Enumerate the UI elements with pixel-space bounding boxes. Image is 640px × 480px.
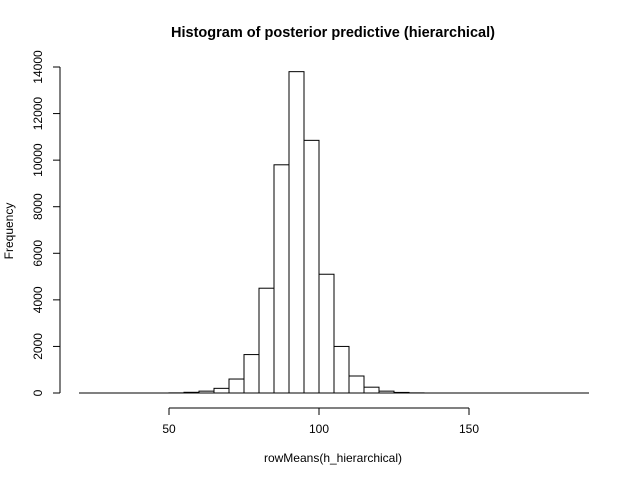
histogram-bar [228, 378, 245, 394]
x-tick-label: 150 [459, 422, 479, 436]
y-tick-label: 12000 [31, 97, 45, 131]
histogram-bar [198, 390, 215, 394]
y-tick-label: 4000 [31, 286, 45, 313]
y-tick-label: 10000 [31, 143, 45, 177]
y-tick-label: 6000 [31, 240, 45, 267]
histogram-bar [393, 391, 410, 394]
x-axis-label: rowMeans(h_hierarchical) [264, 451, 402, 465]
histogram-bar [258, 287, 275, 394]
histogram-bar [363, 386, 380, 394]
x-axis: 50 100 150 [162, 407, 479, 436]
y-tick-label: 0 [31, 389, 45, 396]
histogram-bar [348, 375, 365, 394]
y-tick-label: 2000 [31, 333, 45, 360]
y-axis: 0 2000 4000 6000 8000 10000 12000 14000 [31, 50, 61, 396]
histogram-bar [318, 273, 335, 394]
histogram-bar [378, 390, 395, 394]
chart-title: Histogram of posterior predictive (hiera… [171, 25, 495, 41]
histogram-bar [243, 354, 260, 394]
histogram-bar [288, 71, 305, 394]
y-tick-label: 8000 [31, 193, 45, 220]
bars-group [79, 71, 589, 394]
histogram-bar [183, 391, 200, 394]
x-tick-label: 50 [162, 422, 176, 436]
x-tick-label: 100 [309, 422, 329, 436]
histogram-bar [213, 387, 230, 394]
histogram-bar [303, 139, 320, 394]
histogram-bar [273, 164, 290, 394]
histogram-bar [333, 345, 350, 394]
y-axis-label: Frequency [2, 203, 16, 260]
y-tick-label: 14000 [31, 50, 45, 84]
